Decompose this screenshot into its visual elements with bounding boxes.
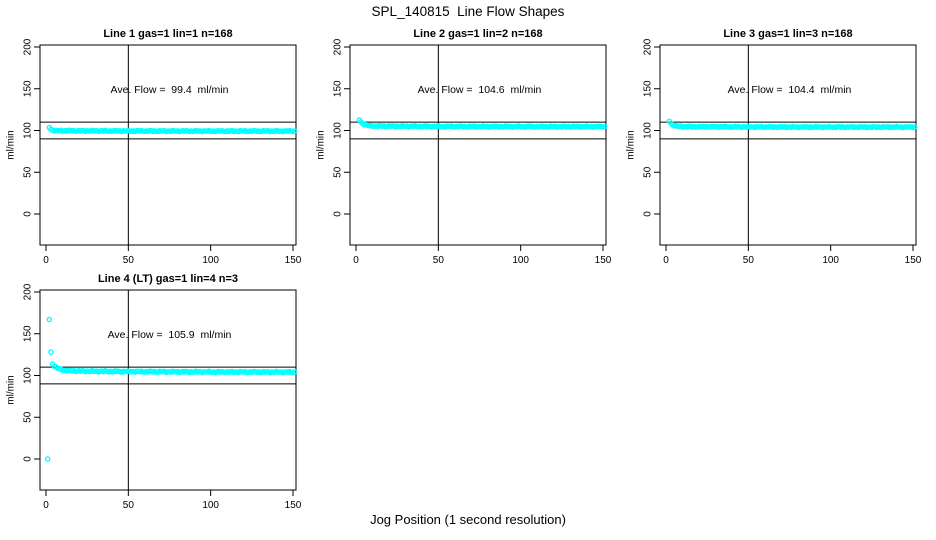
x-tick-label: 0 xyxy=(43,500,49,511)
y-tick-label: 50 xyxy=(643,166,654,178)
y-tick-label: 50 xyxy=(333,166,344,178)
data-points xyxy=(666,118,918,131)
y-tick-label: 200 xyxy=(333,38,344,55)
y-axis-unit-label: ml/min xyxy=(316,130,327,159)
x-tick-label: 100 xyxy=(512,255,529,266)
y-tick-label: 150 xyxy=(23,80,34,97)
panel-title: Line 2 gas=1 lin=2 n=168 xyxy=(413,28,542,40)
y-tick-label: 200 xyxy=(643,38,654,55)
y-tick-label: 150 xyxy=(333,80,344,97)
panel-title: Line 3 gas=1 lin=3 n=168 xyxy=(723,28,852,40)
plot-box xyxy=(659,44,917,246)
data-point xyxy=(601,123,608,130)
x-tick-label: 0 xyxy=(353,255,359,266)
x-tick-label: 0 xyxy=(43,255,49,266)
y-tick-label: 0 xyxy=(643,211,654,217)
y-tick-label: 50 xyxy=(23,166,34,178)
y-tick-label: 0 xyxy=(23,456,34,462)
ave-flow-annotation: Ave. Flow = 105.9 ml/min xyxy=(108,329,232,341)
x-tick-label: 150 xyxy=(285,500,302,511)
panel-line-4: 0 50 100 150 0 50 100 150 200 ml/min Line 4 (LT) g… xyxy=(6,273,302,511)
data-points xyxy=(44,316,298,462)
y-tick-label: 0 xyxy=(333,211,344,217)
plot-box xyxy=(39,44,297,246)
data-point xyxy=(46,316,53,323)
data-point xyxy=(44,456,51,462)
y-tick-label: 0 xyxy=(23,211,34,217)
y-tick-label: 100 xyxy=(643,122,654,139)
panel-title: Line 1 gas=1 lin=1 n=168 xyxy=(103,28,232,40)
data-point xyxy=(291,369,298,375)
plot-box xyxy=(39,289,297,491)
x-tick-label: 0 xyxy=(663,255,669,266)
panel-line-2: 0 50 100 150 0 50 100 150 200 ml/min Line 2 gas=1 … xyxy=(316,28,612,266)
y-tick-label: 150 xyxy=(643,80,654,97)
panel-line-1: 0 50 100 150 0 50 100 150 200 ml/min Line 1 gas=1 … xyxy=(6,28,302,266)
x-tick-label: 50 xyxy=(123,255,135,266)
y-tick-label: 150 xyxy=(23,325,34,342)
ave-flow-annotation: Ave. Flow = 104.4 ml/min xyxy=(728,84,852,96)
y-tick-label: 50 xyxy=(23,411,34,423)
y-tick-label: 200 xyxy=(23,38,34,55)
data-points xyxy=(356,117,608,130)
x-axis-label: Jog Position (1 second resolution) xyxy=(370,512,566,527)
plot-box xyxy=(349,44,607,246)
figure-title: SPL_140815 Line Flow Shapes xyxy=(371,4,565,19)
data-point xyxy=(48,349,54,355)
x-tick-label: 150 xyxy=(905,255,922,266)
x-tick-label: 50 xyxy=(743,255,755,266)
data-points xyxy=(46,124,298,135)
x-tick-label: 100 xyxy=(822,255,839,266)
x-tick-label: 50 xyxy=(123,500,135,511)
ave-flow-annotation: Ave. Flow = 104.6 ml/min xyxy=(418,84,542,96)
data-point xyxy=(911,124,918,130)
y-axis-unit-label: ml/min xyxy=(6,130,17,159)
y-axis-unit-label: ml/min xyxy=(626,130,637,159)
x-tick-label: 150 xyxy=(595,255,612,266)
y-tick-label: 200 xyxy=(23,283,34,300)
data-point xyxy=(291,128,298,134)
ave-flow-annotation: Ave. Flow = 99.4 ml/min xyxy=(111,84,229,96)
y-tick-label: 100 xyxy=(23,367,34,384)
x-tick-label: 50 xyxy=(433,255,445,266)
panel-line-3: 0 50 100 150 0 50 100 150 200 ml/min Line 3 gas=1 … xyxy=(626,28,922,266)
y-axis-unit-label: ml/min xyxy=(6,375,17,404)
y-tick-label: 100 xyxy=(23,122,34,139)
x-tick-label: 100 xyxy=(202,255,219,266)
x-tick-label: 100 xyxy=(202,500,219,511)
y-tick-label: 100 xyxy=(333,122,344,139)
panel-title: Line 4 (LT) gas=1 lin=4 n=3 xyxy=(98,273,238,285)
x-tick-label: 150 xyxy=(285,255,302,266)
